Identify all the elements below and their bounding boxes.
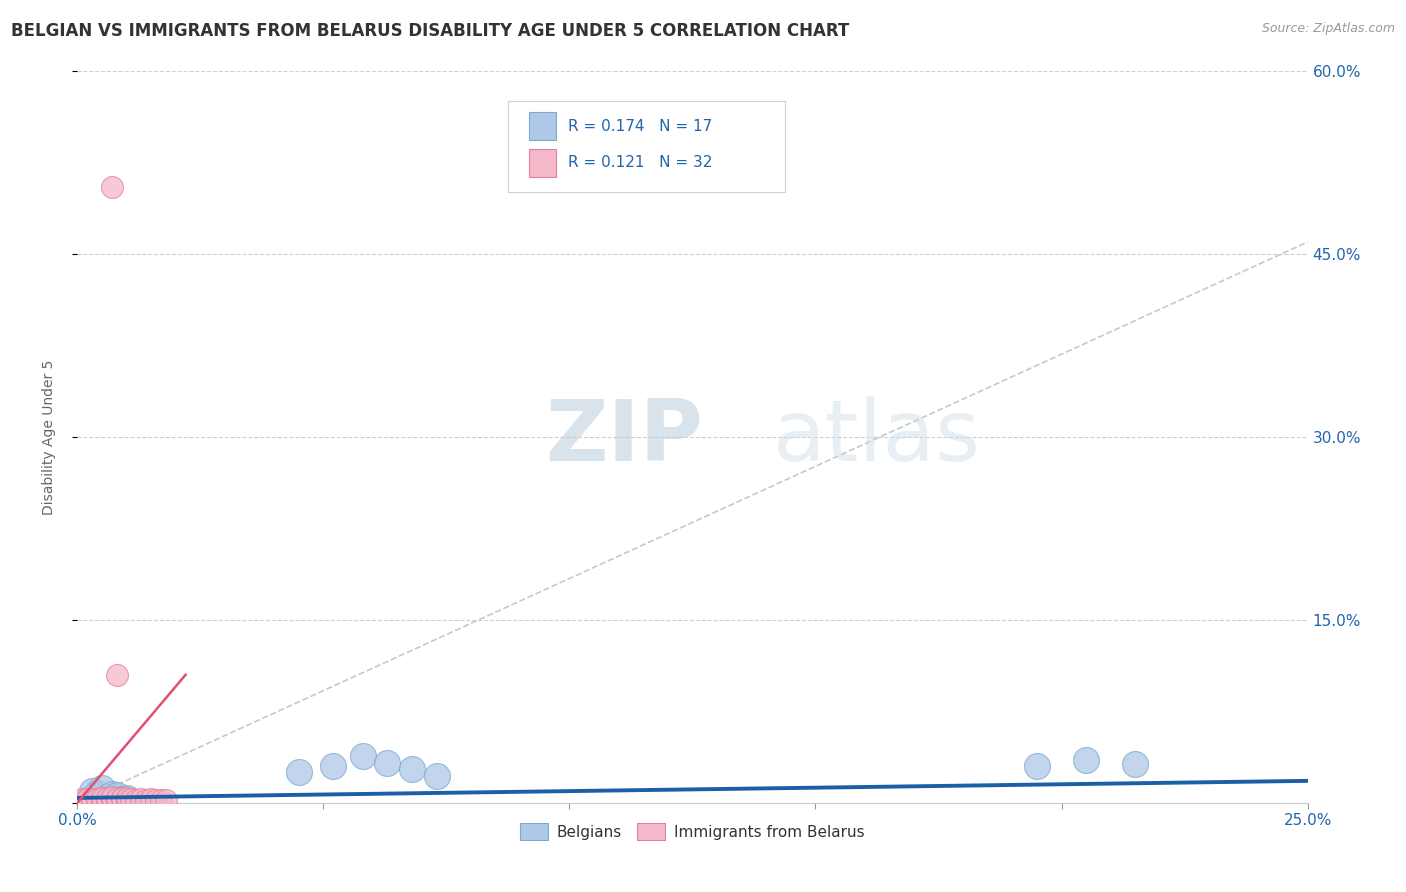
Point <box>1076 753 1098 767</box>
Point <box>111 792 132 806</box>
Point <box>322 759 344 773</box>
Point <box>76 793 98 807</box>
Point <box>76 792 98 806</box>
Point <box>90 791 114 805</box>
Point <box>125 793 148 807</box>
FancyBboxPatch shape <box>508 101 785 192</box>
Point <box>111 791 132 805</box>
Point <box>70 792 93 806</box>
Point <box>82 783 104 797</box>
Point <box>115 791 138 805</box>
Point <box>90 792 114 806</box>
Point <box>1026 759 1049 773</box>
Point <box>70 793 93 807</box>
Text: atlas: atlas <box>772 395 980 479</box>
Point <box>76 795 98 809</box>
Point <box>288 765 311 780</box>
Point <box>105 667 128 681</box>
Point <box>377 756 399 770</box>
Y-axis label: Disability Age Under 5: Disability Age Under 5 <box>42 359 56 515</box>
Point <box>401 762 423 776</box>
FancyBboxPatch shape <box>529 112 555 140</box>
Point <box>145 793 167 807</box>
Point <box>90 781 114 796</box>
Point <box>141 792 163 806</box>
Point <box>86 793 108 807</box>
Point <box>96 793 118 807</box>
Legend: Belgians, Immigrants from Belarus: Belgians, Immigrants from Belarus <box>515 816 870 847</box>
Point <box>105 791 128 805</box>
Point <box>86 786 108 800</box>
Point <box>101 792 124 806</box>
Point <box>111 792 132 806</box>
Point <box>105 793 128 807</box>
FancyBboxPatch shape <box>529 149 555 177</box>
Point <box>90 793 114 807</box>
Text: R = 0.174   N = 17: R = 0.174 N = 17 <box>568 119 713 134</box>
Point <box>115 793 138 807</box>
Point <box>115 791 138 805</box>
Point <box>86 792 108 806</box>
Point <box>352 749 374 764</box>
Point <box>135 793 157 807</box>
Text: ZIP: ZIP <box>546 395 703 479</box>
Text: R = 0.121   N = 32: R = 0.121 N = 32 <box>568 155 713 170</box>
Point <box>101 180 124 194</box>
Point <box>150 793 173 807</box>
Point <box>82 792 104 806</box>
Point <box>1125 756 1147 771</box>
Point <box>96 791 118 805</box>
Point <box>101 789 124 804</box>
Point <box>121 792 143 806</box>
Text: Source: ZipAtlas.com: Source: ZipAtlas.com <box>1261 22 1395 36</box>
Point <box>129 792 153 806</box>
Point <box>96 789 118 804</box>
Point <box>101 787 124 801</box>
Point <box>155 793 177 807</box>
Text: BELGIAN VS IMMIGRANTS FROM BELARUS DISABILITY AGE UNDER 5 CORRELATION CHART: BELGIAN VS IMMIGRANTS FROM BELARUS DISAB… <box>11 22 849 40</box>
Point <box>82 793 104 807</box>
Point <box>426 769 449 783</box>
Point <box>105 789 128 803</box>
